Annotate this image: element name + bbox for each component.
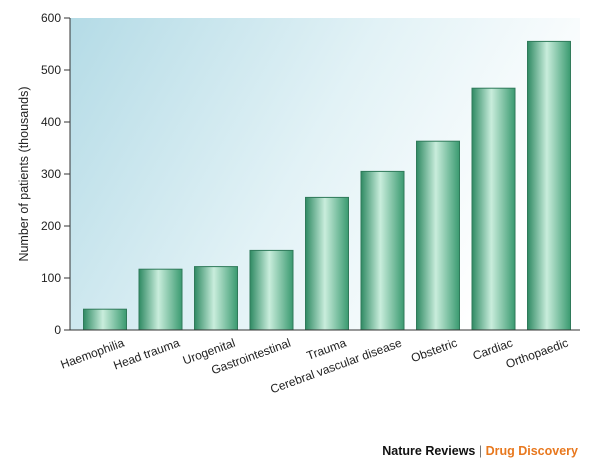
bar-orthopaedic xyxy=(527,40,571,331)
bar-gastrointestinal xyxy=(249,249,294,331)
bar-trauma xyxy=(305,196,349,331)
y-ticks-group: 0 100 200 300 400 500 600 xyxy=(41,11,70,337)
brand-separator: | xyxy=(478,444,483,458)
publisher-credit: Nature Reviews | Drug Discovery xyxy=(382,444,578,458)
x-tick-label-orthopaedic: Orthopaedic xyxy=(504,336,570,372)
brand-primary: Nature Reviews xyxy=(382,444,476,458)
bar-cerebral-vascular-disease xyxy=(360,170,405,331)
bar-obstetric xyxy=(416,140,460,331)
bars-group xyxy=(83,40,571,331)
bar-urogenital xyxy=(194,266,238,331)
bar-haemophilia xyxy=(83,308,127,331)
bar-head-trauma xyxy=(138,268,183,331)
y-tick-label: 400 xyxy=(41,115,61,129)
y-tick-label: 0 xyxy=(54,323,61,337)
brand-secondary: Drug Discovery xyxy=(485,444,578,458)
y-tick-label: 600 xyxy=(41,11,61,25)
y-tick-label: 100 xyxy=(41,271,61,285)
y-axis-label: Number of patients (thousands) xyxy=(17,86,31,261)
x-tick-label-obstetric: Obstetric xyxy=(409,336,459,366)
y-tick-label: 500 xyxy=(41,63,61,77)
y-tick-label: 300 xyxy=(41,167,61,181)
bar-cardiac xyxy=(471,87,516,331)
y-tick-label: 200 xyxy=(41,219,61,233)
